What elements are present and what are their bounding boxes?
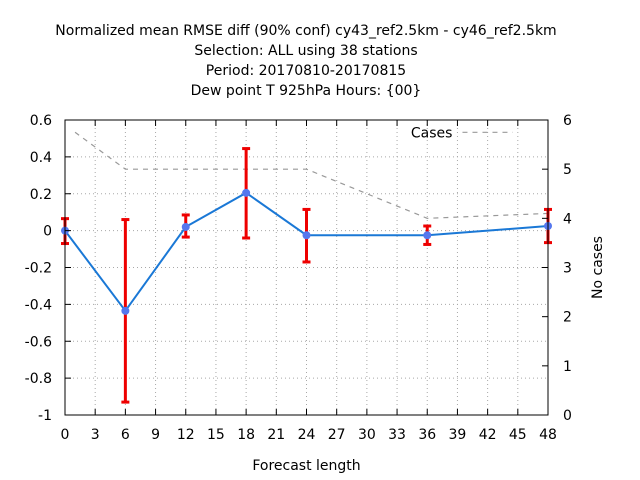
data-point	[121, 306, 130, 315]
y2-tick-label: 5	[563, 162, 572, 178]
y2-tick-label: 1	[563, 359, 572, 375]
x-tick-label: 42	[479, 427, 497, 443]
cases-series	[74, 131, 549, 219]
x-tick-label: 27	[328, 427, 346, 443]
title-line: Selection: ALL using 38 stations	[194, 43, 417, 59]
y-tick-label: -0.4	[25, 297, 52, 313]
y-tick-label: 0.6	[30, 113, 52, 129]
y2-axis-label: No cases	[590, 236, 606, 299]
title-line: Dew point T 925hPa Hours: {00}	[191, 83, 422, 99]
x-tick-label: 9	[151, 427, 160, 443]
x-tick-label: 18	[237, 427, 255, 443]
axis-ticks: 0 3 6 9 12 15 18 21 24 27 30 33 36 39 42 45 48-1-0.8-0.6…	[25, 113, 572, 443]
y-tick-label: -1	[38, 408, 52, 424]
y-tick-label: -0.2	[25, 261, 52, 277]
x-tick-label: 6	[121, 427, 130, 443]
y-tick-label: 0	[43, 224, 52, 240]
data-point	[302, 231, 311, 240]
legend-label-cases: Cases	[411, 125, 453, 141]
y-tick-label: -0.6	[25, 334, 52, 350]
y2-tick-label: 3	[563, 261, 572, 277]
title-line: Normalized mean RMSE diff (90% conf) cy4…	[55, 23, 556, 39]
data-point	[242, 188, 251, 197]
data-point	[181, 222, 190, 231]
axis-labels: Forecast length No cases	[252, 236, 606, 474]
y2-tick-label: 6	[563, 113, 572, 129]
x-tick-label: 33	[388, 427, 406, 443]
y2-tick-label: 2	[563, 310, 572, 326]
cases-line	[74, 131, 549, 219]
x-tick-label: 36	[418, 427, 436, 443]
x-tick-label: 21	[267, 427, 285, 443]
x-tick-label: 30	[358, 427, 376, 443]
x-tick-label: 39	[449, 427, 467, 443]
chart-title: Normalized mean RMSE diff (90% conf) cy4…	[55, 23, 556, 99]
grid	[65, 120, 548, 415]
x-tick-label: 12	[177, 427, 195, 443]
legend: Cases	[411, 125, 513, 141]
x-tick-label: 0	[61, 427, 70, 443]
title-line: Period: 20170810-20170815	[206, 63, 406, 79]
x-tick-label: 48	[539, 427, 557, 443]
y-tick-label: -0.8	[25, 371, 52, 387]
x-tick-label: 45	[509, 427, 527, 443]
data-point	[423, 231, 432, 240]
x-tick-label: 24	[298, 427, 316, 443]
x-axis-label: Forecast length	[252, 458, 360, 474]
x-tick-label: 15	[207, 427, 225, 443]
y2-tick-label: 4	[563, 211, 572, 227]
y-tick-label: 0.4	[30, 150, 52, 166]
y-tick-label: 0.2	[30, 187, 52, 203]
x-tick-label: 3	[91, 427, 100, 443]
y2-tick-label: 0	[563, 408, 572, 424]
